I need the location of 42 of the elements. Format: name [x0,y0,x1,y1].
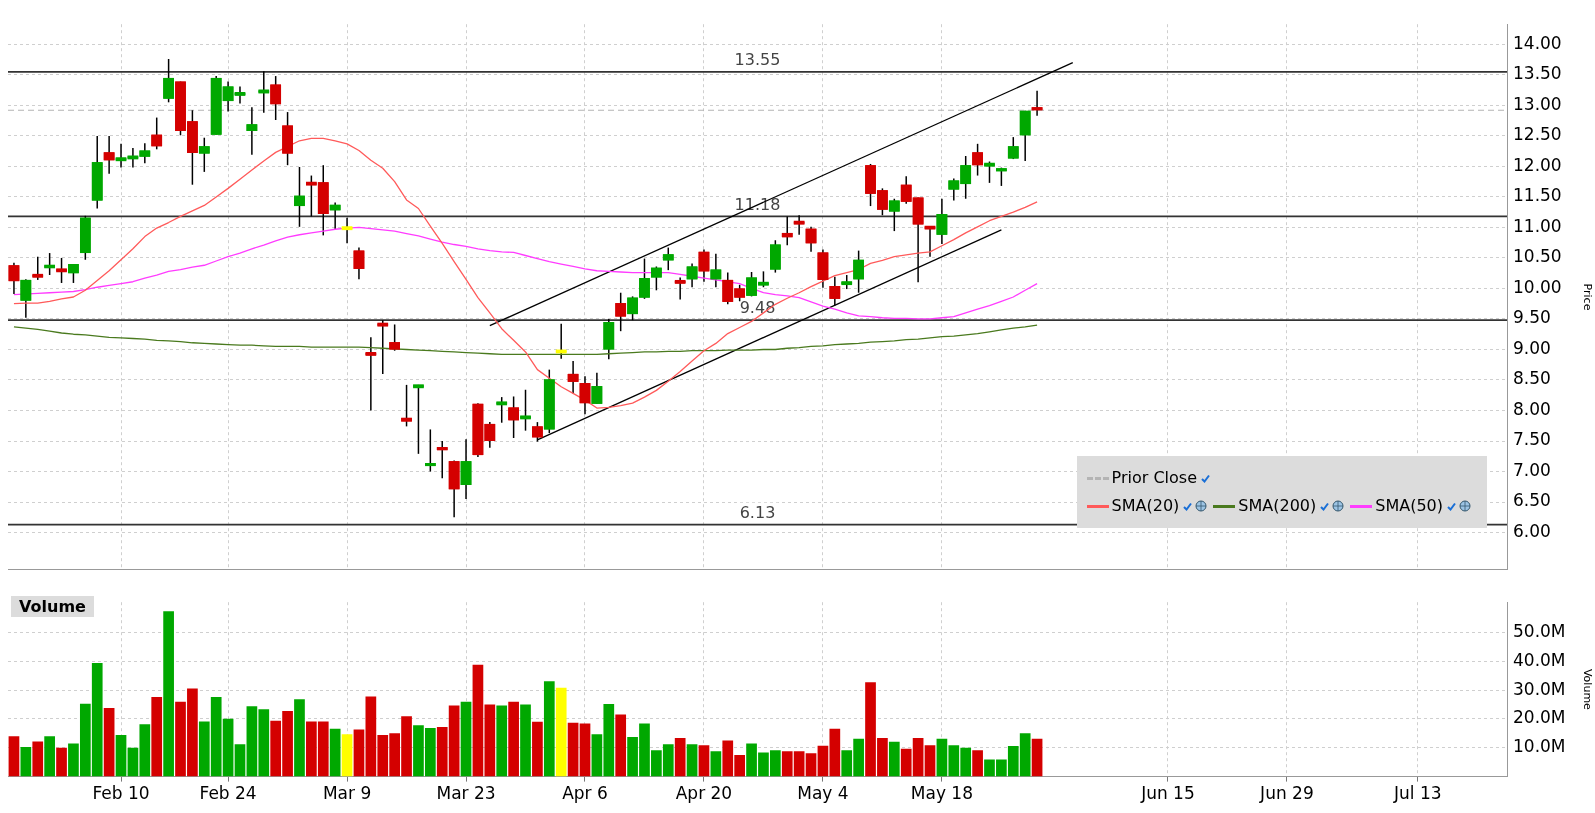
y-tick-label: 14.00 [1513,32,1562,53]
legend-label: SMA(50) [1375,495,1443,517]
x-tick-label: May 4 [797,783,849,804]
x-tick-label: Apr 20 [675,783,733,804]
y-tick-label: 13.00 [1513,93,1562,114]
y-tick-label: 10.00 [1513,276,1562,297]
y-tick-label: 9.50 [1513,307,1551,328]
y-tick-label: 50.0M [1513,620,1566,641]
y-tick-label: 13.50 [1513,63,1562,84]
legend-label: SMA(200) [1238,495,1317,517]
y-tick-label: 7.00 [1513,459,1551,480]
y-tick-label: 20.0M [1513,707,1566,728]
y-tick-label: 10.0M [1513,736,1566,757]
y-axis-title: Volume [1580,668,1594,711]
x-tick-label: Jul 13 [1393,783,1442,804]
y-tick-label: 10.50 [1513,246,1562,267]
chart-title: Volume [11,596,94,617]
y-tick-label: 12.50 [1513,124,1562,145]
y-tick-label: 11.50 [1513,185,1562,206]
x-tick-label: Mar 23 [436,783,496,804]
y-tick-label: 40.0M [1513,649,1566,670]
x-tick-label: Jun 15 [1140,783,1195,804]
y-tick-label: 6.00 [1513,520,1551,541]
x-tick-label: Apr 6 [562,783,608,804]
x-tick-label: May 18 [910,783,973,804]
y-tick-label: 6.50 [1513,490,1551,511]
legend-label: Prior Close [1111,467,1197,489]
x-tick-label: Jun 29 [1259,783,1314,804]
y-tick-label: 7.50 [1513,429,1551,450]
y-tick-label: 11.00 [1513,215,1562,236]
x-tick-label: Feb 24 [199,783,257,804]
legend-label: SMA(20) [1111,495,1180,517]
ref-line-label: 13.55 [734,49,781,69]
ref-line-label: 6.13 [739,502,776,522]
y-axis-title: Price [1580,283,1594,311]
y-tick-label: 9.00 [1513,337,1551,358]
y-tick-label: 8.00 [1513,398,1551,419]
y-tick-label: 30.0M [1513,678,1566,699]
y-tick-label: 8.50 [1513,368,1551,389]
x-tick-label: Mar 9 [322,783,372,804]
y-tick-label: 12.00 [1513,154,1562,175]
x-tick-label: Feb 10 [92,783,150,804]
